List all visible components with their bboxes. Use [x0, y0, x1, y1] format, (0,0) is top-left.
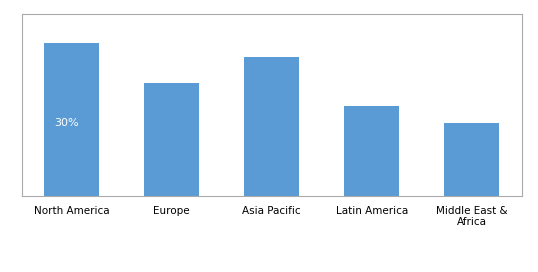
Bar [144, 83, 199, 196]
Bar [444, 123, 499, 196]
Text: 30%: 30% [54, 118, 79, 128]
Bar [344, 106, 399, 196]
Bar [44, 44, 99, 196]
Bar [244, 57, 299, 196]
